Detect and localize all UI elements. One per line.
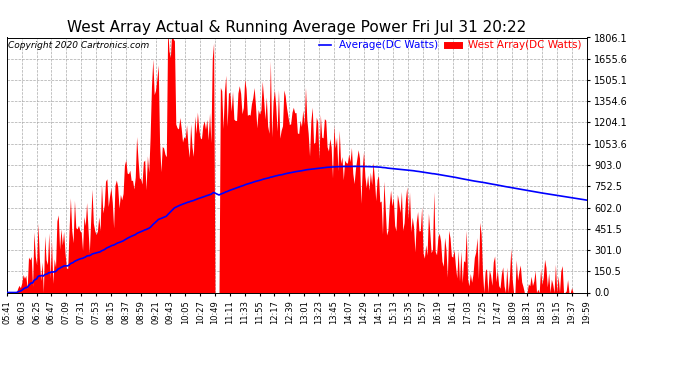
Text: Copyright 2020 Cartronics.com: Copyright 2020 Cartronics.com: [8, 41, 149, 50]
Legend: Average(DC Watts), West Array(DC Watts): Average(DC Watts), West Array(DC Watts): [319, 40, 581, 50]
Title: West Array Actual & Running Average Power Fri Jul 31 20:22: West Array Actual & Running Average Powe…: [67, 20, 526, 35]
